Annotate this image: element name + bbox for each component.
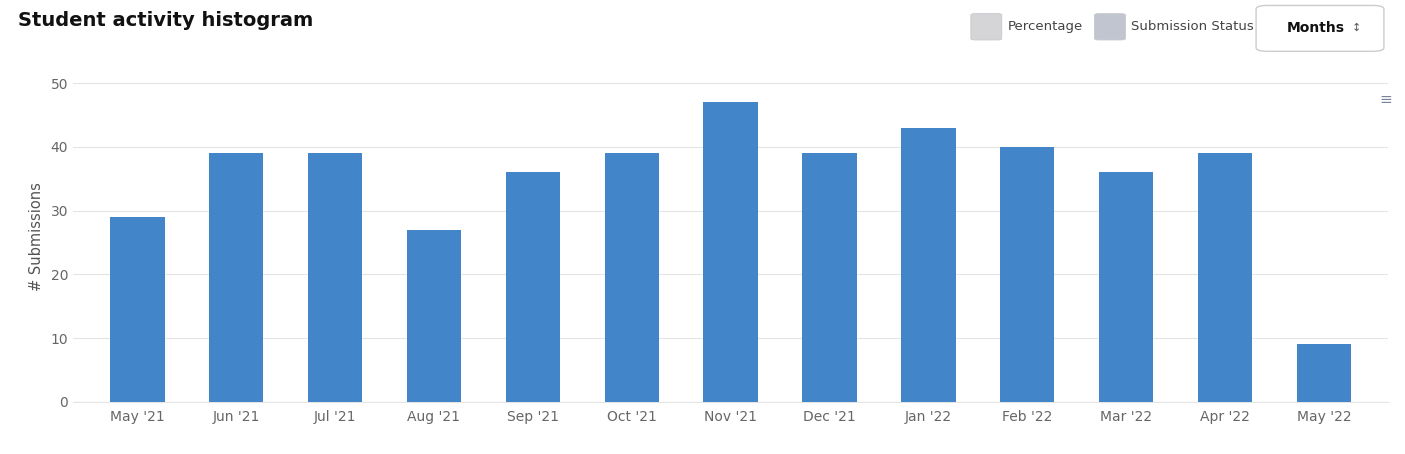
Bar: [308, 153, 362, 402]
Bar: [704, 102, 757, 402]
Bar: [1198, 153, 1252, 402]
Bar: [209, 153, 263, 402]
Bar: [110, 217, 164, 402]
Bar: [1000, 147, 1054, 402]
Text: Percentage: Percentage: [1007, 20, 1083, 33]
Text: Months: Months: [1287, 21, 1345, 35]
Bar: [1099, 173, 1154, 402]
Text: Student activity histogram: Student activity histogram: [18, 11, 313, 30]
Bar: [901, 128, 955, 402]
Bar: [802, 153, 857, 402]
Bar: [1297, 345, 1352, 402]
Text: Submission Status: Submission Status: [1131, 20, 1253, 33]
Text: ≡: ≡: [1380, 92, 1392, 108]
Text: ↕: ↕: [1352, 23, 1361, 34]
Bar: [407, 230, 461, 402]
Y-axis label: # Submissions: # Submissions: [28, 182, 44, 291]
Bar: [506, 173, 561, 402]
Bar: [604, 153, 659, 402]
